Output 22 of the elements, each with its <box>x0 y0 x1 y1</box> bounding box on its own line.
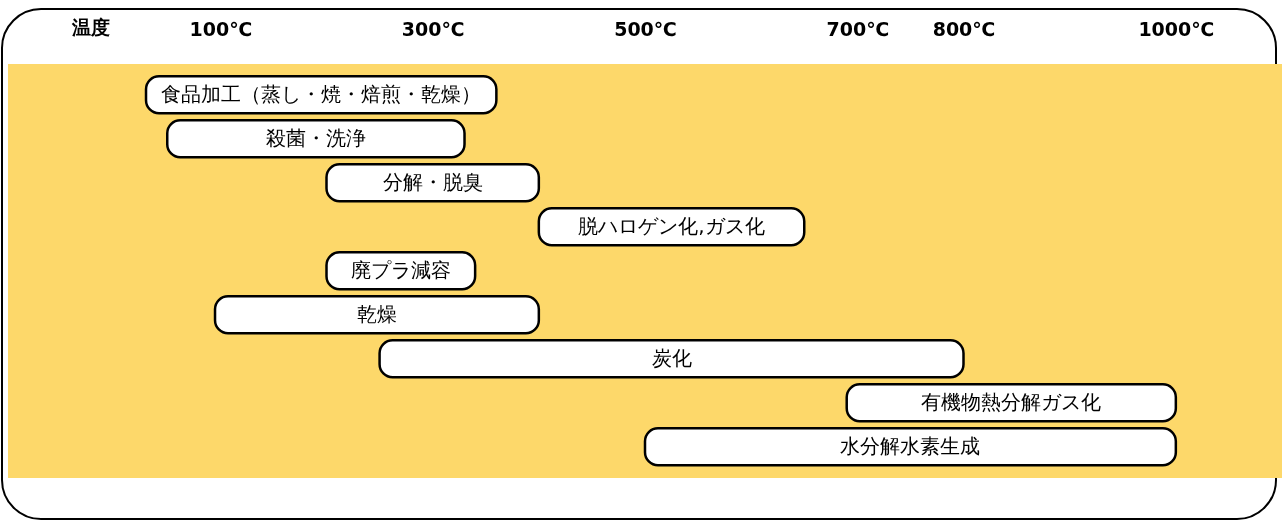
bar <box>325 163 541 203</box>
y-tick-label: 分解・脱臭 <box>382 169 483 194</box>
x-axis-title: 温度 <box>70 15 110 38</box>
x-tick-label: 300℃ <box>401 17 465 40</box>
y-tick-label: 廃プラ減容 <box>350 257 451 282</box>
x-tick-label: 800℃ <box>932 17 996 40</box>
y-tick-label: 炭化 <box>651 345 692 370</box>
bar <box>378 339 965 379</box>
x-tick-label: 1000℃ <box>1138 17 1215 40</box>
bar <box>537 207 806 247</box>
y-tick-label: 有機物熱分解ガス化 <box>921 389 1102 414</box>
x-tick-label: 100℃ <box>189 17 253 40</box>
y-tick-label: 殺菌・洗浄 <box>265 125 366 150</box>
bar <box>213 295 541 335</box>
y-tick-label: 脱ハロゲン化,ガス化 <box>578 213 765 238</box>
x-tick-label: 500℃ <box>614 17 677 40</box>
y-tick-label: 水分解水素生成 <box>840 433 981 458</box>
bar <box>643 427 1178 467</box>
y-tick-label: 食品加工（蒸し・焼・焙煎・乾燥） <box>161 81 482 106</box>
bar <box>166 119 466 159</box>
y-tick-label: 乾燥 <box>356 301 397 326</box>
x-tick-label: 700℃ <box>826 17 890 40</box>
